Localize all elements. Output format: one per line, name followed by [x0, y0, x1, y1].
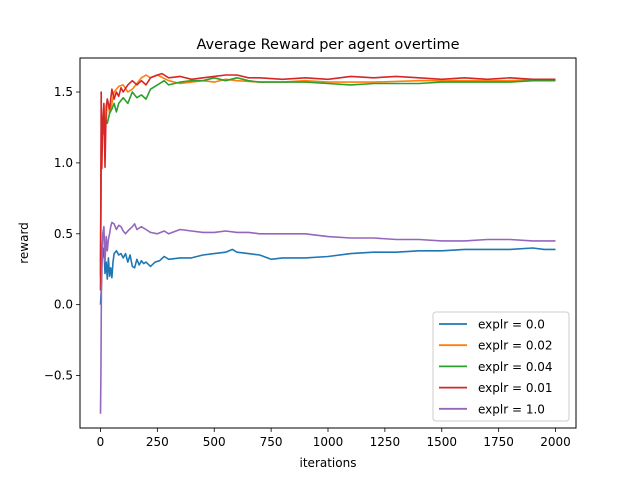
y-axis: −0.5 0.0 0.5 1.0 1.5: [44, 85, 80, 383]
legend: explr = 0.0 explr = 0.02 explr = 0.04 explr…: [432, 311, 570, 422]
x-tick-label: 0: [97, 435, 105, 449]
legend-label: explr = 1.0: [478, 402, 545, 416]
x-tick-label: 1750: [483, 435, 514, 449]
y-tick-label: 0.0: [54, 298, 73, 312]
y-tick-label: 1.5: [54, 85, 73, 99]
x-tick-label: 1000: [313, 435, 344, 449]
x-axis: 0 250 500 750 1000 1250 1500 1750 2000: [97, 428, 571, 449]
y-axis-label: reward: [17, 222, 31, 264]
y-tick-label: 1.0: [54, 156, 73, 170]
x-tick-label: 750: [260, 435, 283, 449]
series-line-0: [99, 247, 556, 305]
x-axis-label: iterations: [300, 456, 357, 470]
chart-title: Average Reward per agent overtime: [196, 37, 459, 53]
series-line-4: [99, 221, 556, 414]
series-line-2: [99, 77, 556, 277]
x-tick-label: 1500: [426, 435, 457, 449]
legend-label: explr = 0.0: [478, 318, 545, 332]
x-tick-label: 1250: [370, 435, 401, 449]
x-tick-label: 500: [203, 435, 226, 449]
legend-box: [432, 311, 570, 422]
series-line-3: [99, 72, 556, 291]
plot-lines: [99, 72, 556, 414]
x-tick-label: 2000: [540, 435, 571, 449]
x-tick-label: 250: [146, 435, 169, 449]
legend-label: explr = 0.02: [478, 339, 553, 353]
y-tick-label: 0.5: [54, 227, 73, 241]
legend-label: explr = 0.01: [478, 381, 553, 395]
legend-label: explr = 0.04: [478, 360, 553, 374]
y-tick-label: −0.5: [44, 369, 73, 383]
